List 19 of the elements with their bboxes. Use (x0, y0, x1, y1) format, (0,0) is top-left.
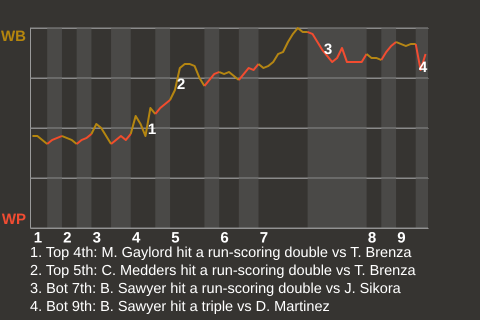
annotation: 3 (324, 41, 332, 58)
annotation: 4 (418, 59, 428, 76)
text: WP (2, 211, 26, 228)
x-tick-label: 9 (397, 230, 406, 246)
text: 1. Top 4th: M. Gaylord hit a run-scoring double vs T. Brenza (30, 245, 412, 261)
x-tick-label: 7 (260, 230, 268, 246)
x-tick-label: 2 (63, 230, 72, 246)
x-tick-label: 5 (171, 230, 180, 246)
x-tick-label: 1 (34, 230, 42, 246)
text: WB (1, 28, 26, 45)
x-tick-label: 6 (220, 230, 229, 246)
text: 3. Bot 7th: B. Sawyer hit a run-scoring double vs J. Sikora (30, 281, 402, 297)
text: 2. Top 5th: C. Medders hit a run-scoring double vs T. Brenza (30, 263, 416, 279)
text: 4. Bot 9th: B. Sawyer hit a triple vs D. Martinez (30, 299, 330, 315)
x-tick-label: 8 (368, 230, 376, 246)
x-tick-label: 3 (92, 230, 102, 246)
annotation: 2 (176, 76, 186, 93)
x-tick-label: 4 (132, 230, 141, 246)
annotation: 1 (148, 121, 156, 138)
